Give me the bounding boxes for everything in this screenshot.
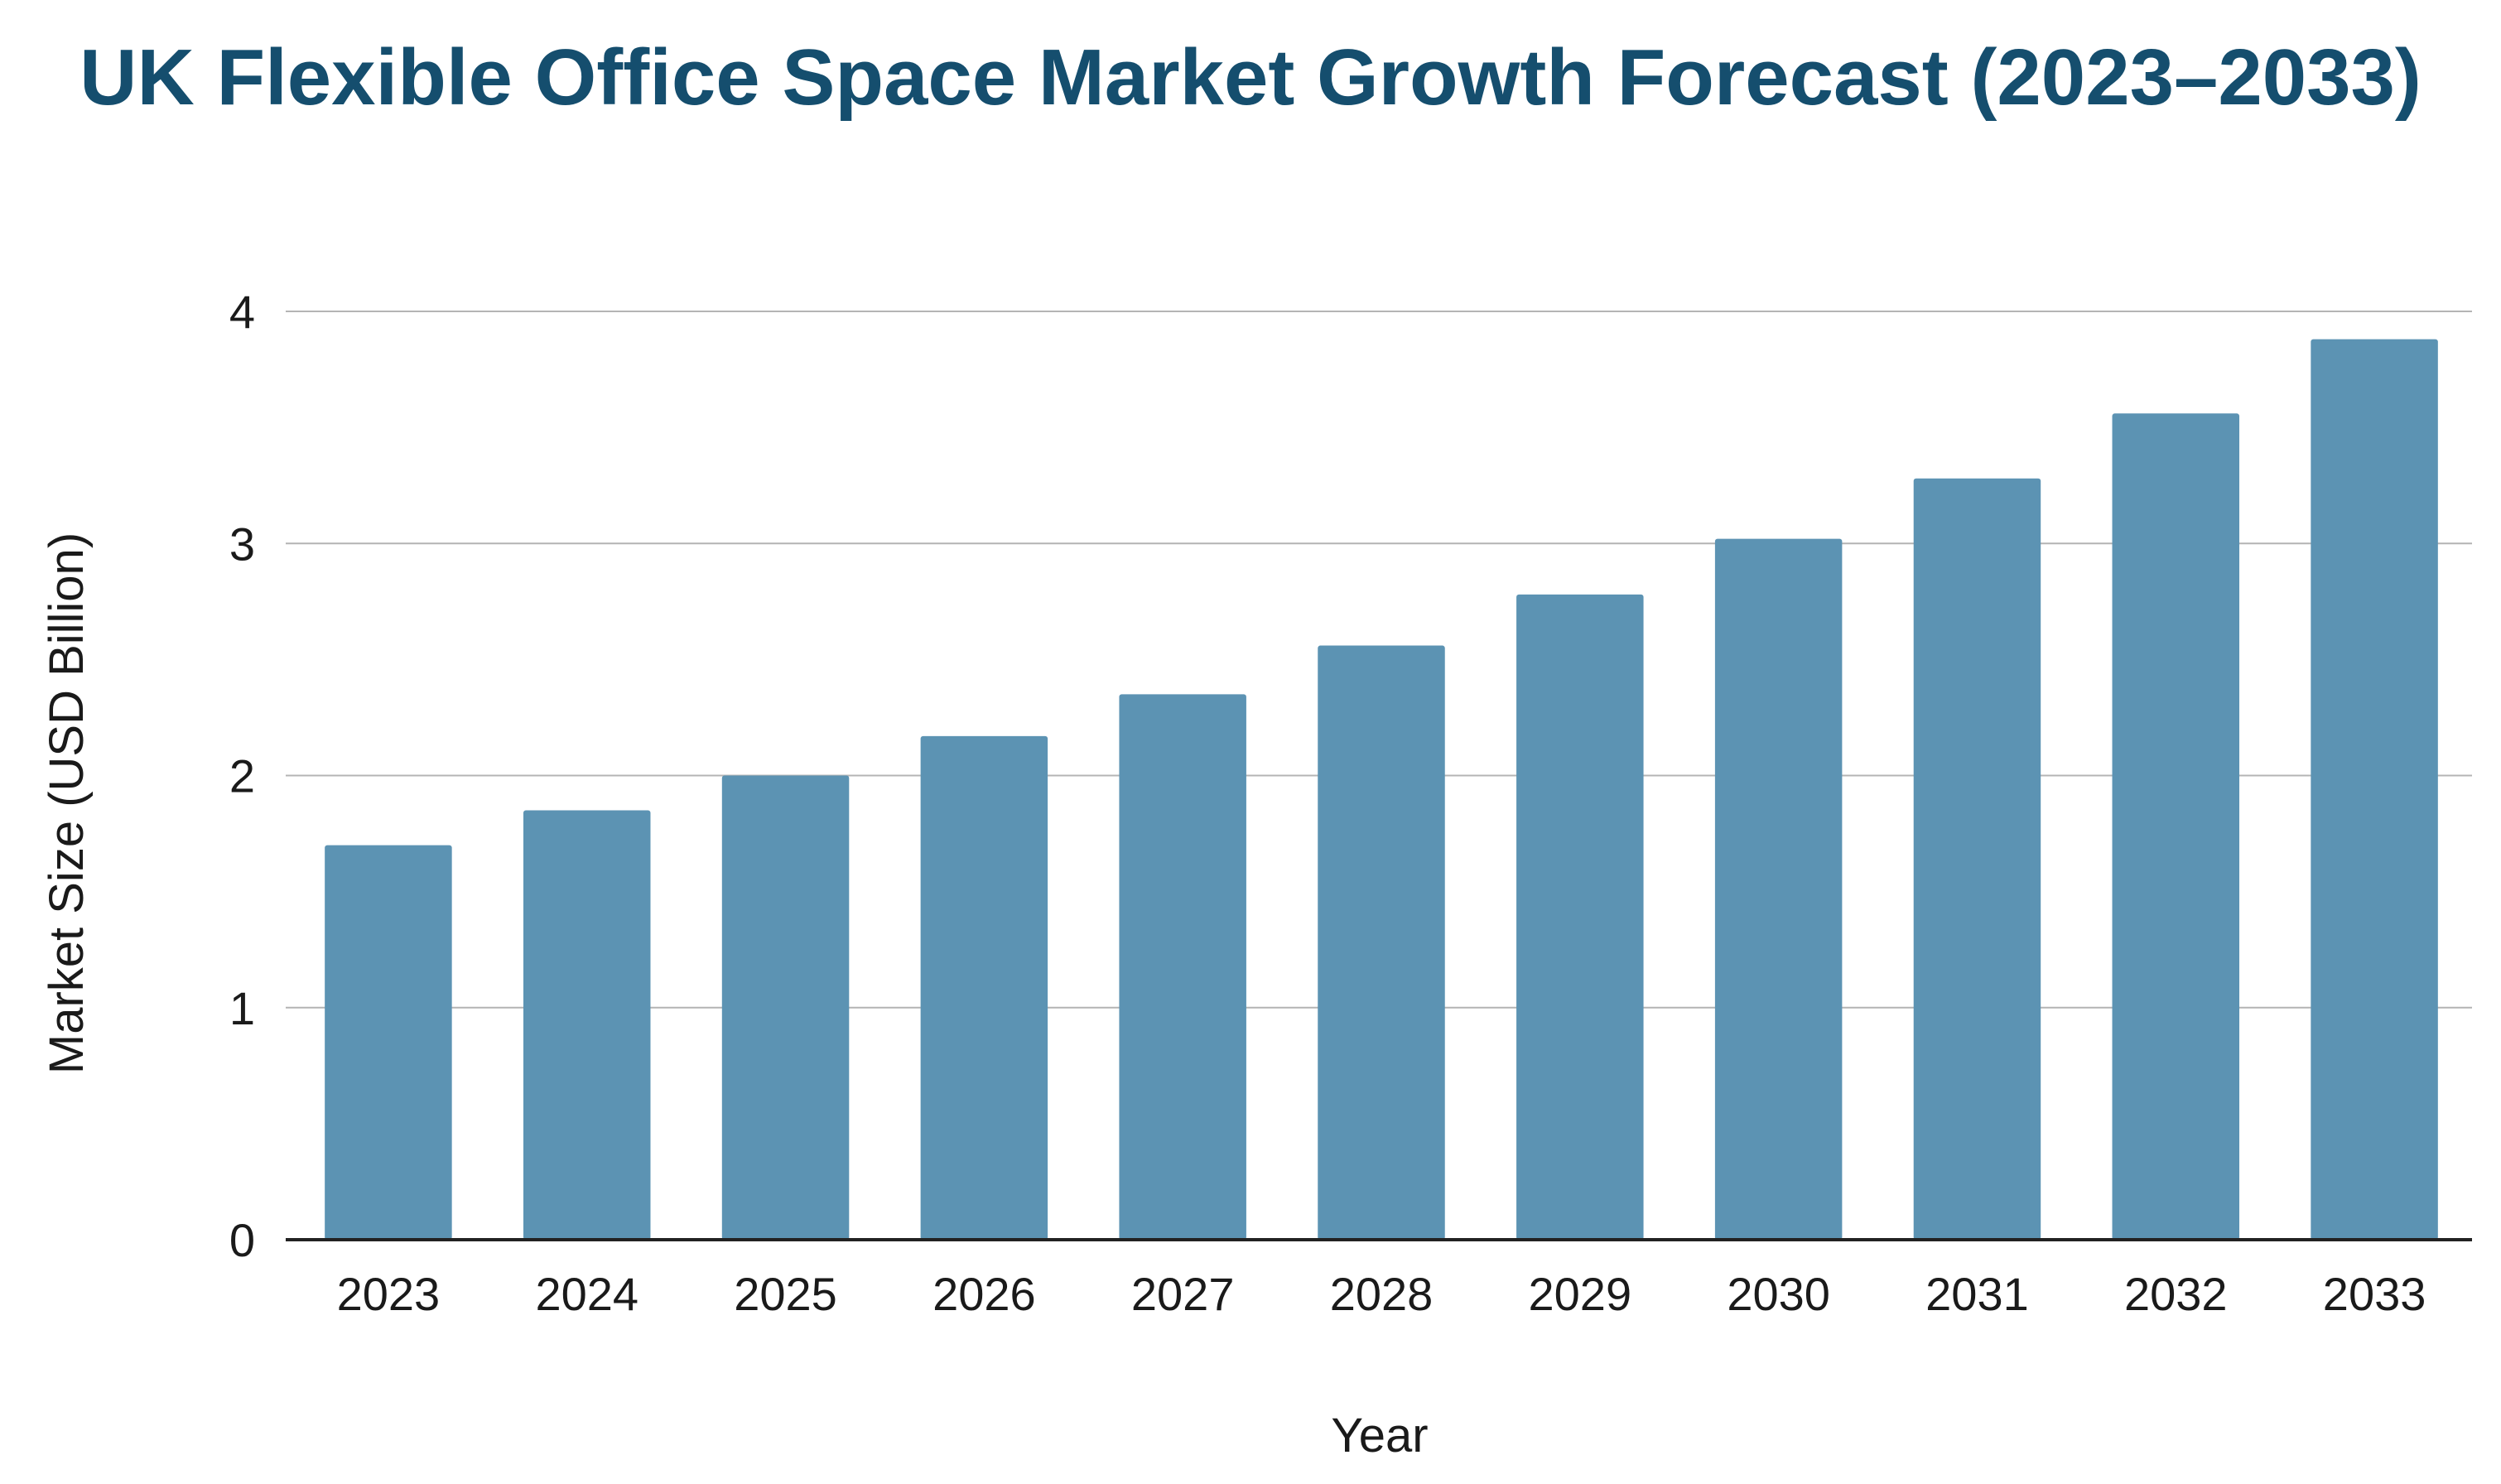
bar-2025 <box>721 775 850 1240</box>
x-tick-label-2026: 2026 <box>932 1268 1036 1320</box>
bars <box>325 339 2438 1240</box>
x-tick-label-2024: 2024 <box>535 1268 639 1320</box>
x-tick-label-2023: 2023 <box>337 1268 441 1320</box>
bar-2030 <box>1714 538 1843 1240</box>
x-tick-label-2027: 2027 <box>1131 1268 1235 1320</box>
x-axis-title: Year <box>1331 1409 1428 1462</box>
bar-2029 <box>1516 594 1644 1240</box>
y-axis-title: Market Size (USD Billion) <box>40 532 94 1074</box>
y-tick-label-4: 4 <box>229 286 255 338</box>
x-tick-label-2033: 2033 <box>2323 1268 2426 1320</box>
bar-2026 <box>920 735 1048 1240</box>
y-tick-label-1: 1 <box>229 982 255 1034</box>
y-tick-label-0: 0 <box>229 1214 255 1266</box>
bar-2032 <box>2112 413 2240 1240</box>
bar-2031 <box>1913 478 2041 1240</box>
tick-labels: 0 1 2 3 4 2023 2024 2025 2026 2027 2028 2029 2030 203… <box>229 286 2426 1320</box>
x-tick-label-2028: 2028 <box>1330 1268 1434 1320</box>
bar-2033 <box>2311 339 2438 1240</box>
x-tick-label-2029: 2029 <box>1529 1268 1632 1320</box>
x-tick-label-2032: 2032 <box>2124 1268 2228 1320</box>
bar-2024 <box>523 810 651 1240</box>
y-tick-label-2: 2 <box>229 750 255 802</box>
x-tick-label-2031: 2031 <box>1925 1268 2029 1320</box>
bar-2023 <box>325 845 452 1240</box>
x-tick-label-2025: 2025 <box>734 1268 837 1320</box>
bar-2027 <box>1119 694 1246 1240</box>
x-tick-label-2030: 2030 <box>1727 1268 1830 1320</box>
bar-2028 <box>1318 645 1445 1240</box>
y-tick-label-3: 3 <box>229 518 255 570</box>
chart-title: UK Flexible Office Space Market Growth F… <box>80 33 2421 122</box>
